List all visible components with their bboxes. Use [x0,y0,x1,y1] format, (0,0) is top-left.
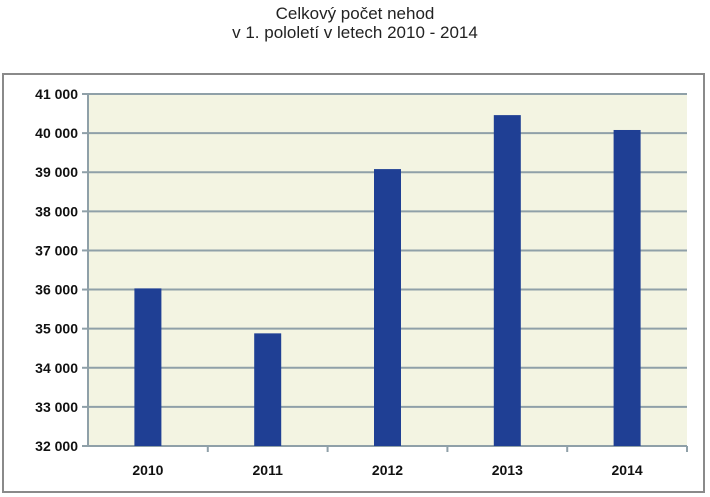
bar-2013 [493,115,521,447]
chart-title-line-1: Celkový počet nehod [275,4,435,23]
chart-title: Celkový počet nehod v 1. pololetí v lete… [0,4,710,42]
chart-title-line-2: v 1. pololetí v letech 2010 - 2014 [232,23,478,42]
y-tick-label: 33 000 [35,399,78,415]
bar-2010 [134,288,162,446]
x-tick-label: 2013 [492,462,523,478]
y-tick-label: 35 000 [35,321,78,337]
y-tick-label: 38 000 [35,203,78,219]
y-tick-label: 37 000 [35,242,78,258]
bar-2014 [613,129,641,446]
bar-2011 [254,333,282,446]
x-tick-label: 2014 [612,462,643,478]
bar-2012 [374,169,401,447]
y-tick-label: 36 000 [35,282,78,298]
y-tick-label: 41 000 [35,86,78,102]
y-tick-label: 32 000 [35,438,78,454]
y-tick-label: 40 000 [35,125,78,141]
y-tick-label: 34 000 [35,360,78,376]
x-tick-label: 2010 [132,462,163,478]
x-tick-label: 2012 [372,462,403,478]
x-tick-label: 2011 [253,462,284,478]
y-tick-label: 39 000 [35,164,78,180]
